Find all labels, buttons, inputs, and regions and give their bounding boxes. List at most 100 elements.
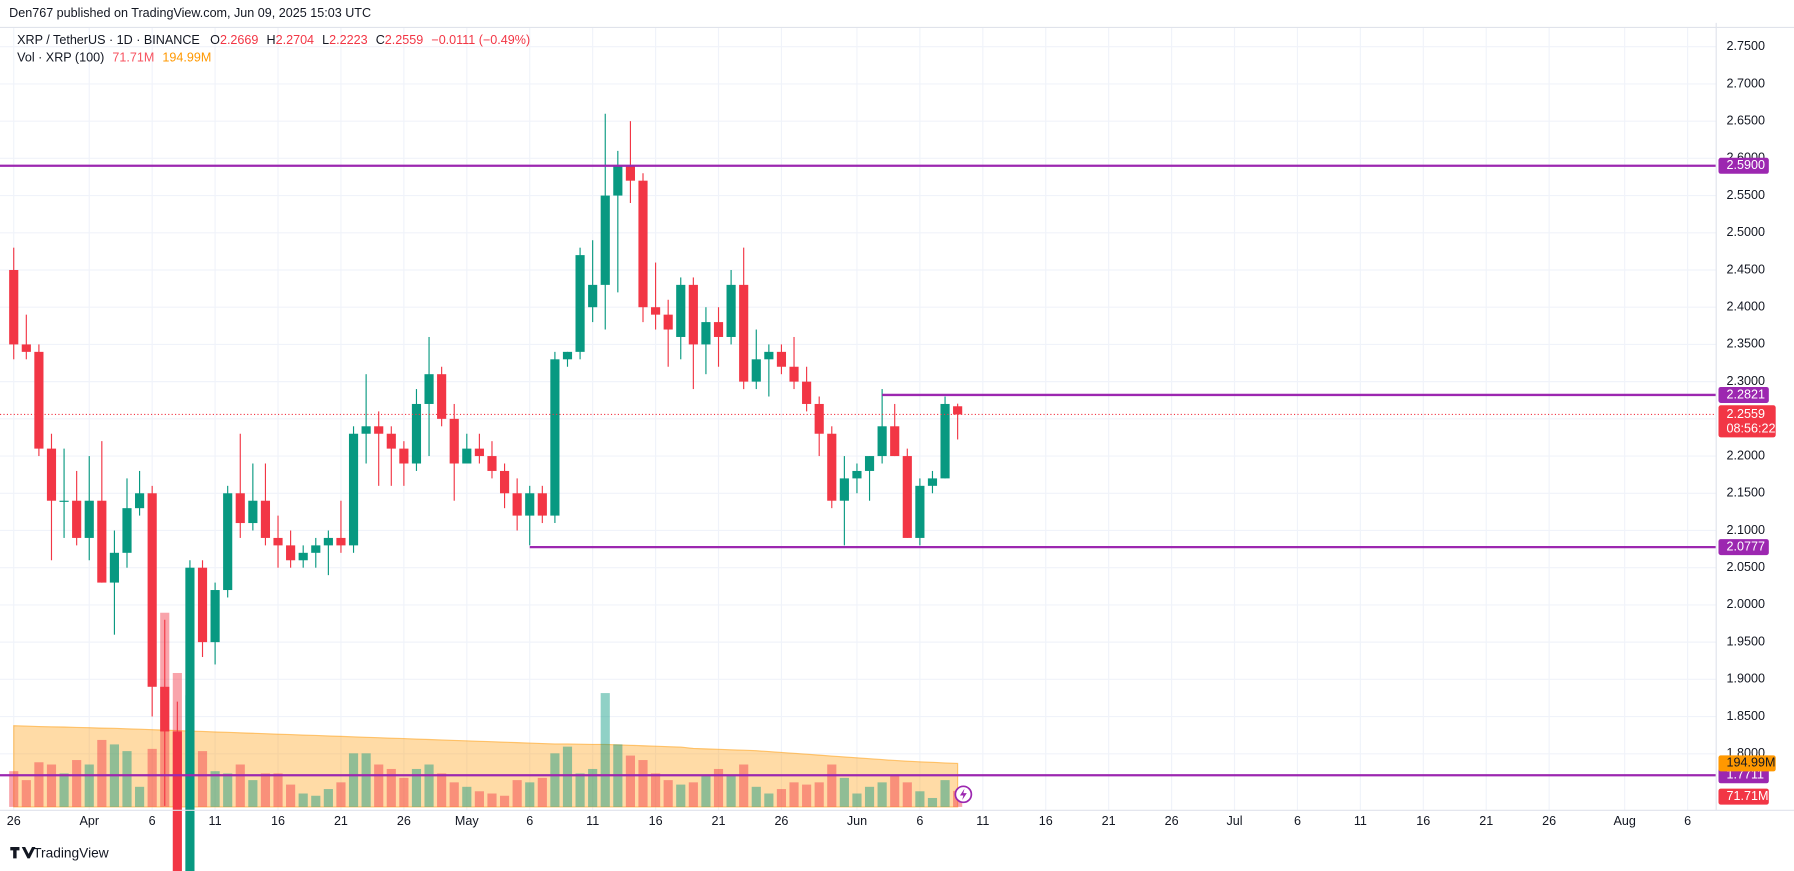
volume-bar [663,780,673,807]
low-label: L [322,34,329,48]
candle-body [210,590,220,643]
volume-bar [701,775,711,807]
candle-body [311,545,321,553]
x-tick-label: Jun [847,814,867,828]
candle-body [386,433,396,449]
y-tick-label: 2.4000 [1726,300,1764,314]
x-tick-label: 21 [1102,814,1116,828]
candle-body [336,537,346,546]
candle-body [160,686,170,732]
x-tick-label: 11 [209,814,222,828]
candle-body [273,537,283,546]
candle-body [852,470,862,479]
volume-bar [197,751,208,807]
candle-body [84,500,94,538]
y-tick-label: 2.5500 [1726,188,1764,202]
volume-bar [852,793,862,807]
low-value: 2.2223 [329,34,367,48]
candle-body [726,284,736,337]
volume-bar [625,755,635,807]
candle-body [638,180,648,308]
candle-body [437,374,447,419]
symbol-title: XRP / TetherUS · 1D · BINANCE [17,34,200,48]
candle-body [474,448,484,457]
volume-bar [323,789,333,807]
x-tick-label: 16 [649,814,663,828]
candle-body [59,500,69,502]
alert-icon [954,785,973,804]
x-tick-label: 6 [916,814,923,828]
volume-bar [638,760,648,807]
volume-bar [72,760,82,807]
candle-body [72,500,82,538]
candle-body [877,426,887,457]
volume-bar [462,786,472,807]
x-tick-label: Aug [1613,814,1635,828]
high-value: 2.2704 [276,34,314,48]
volume-bar [147,748,157,807]
candle-body [537,493,547,516]
volume-bar [588,768,598,807]
volume-bar [399,777,409,807]
volume-bar [135,786,145,807]
volume-bar [474,791,484,807]
candle-body [374,426,384,434]
last-price-tag [1718,405,1776,438]
grid [0,27,1717,811]
volume-bar [21,780,31,807]
level-tag [1718,386,1769,403]
y-tick-label: 2.1500 [1726,486,1764,500]
candle-body [109,552,119,583]
countdown: 08:56:22 [1726,422,1775,436]
volume-bar [575,773,585,807]
candle-body [814,403,824,434]
candle-body [487,456,497,471]
change-value: −0.0111 (−0.49%) [431,34,530,48]
volume-bar [890,775,900,807]
candle-body [97,500,107,583]
volume-bar [940,780,950,807]
candle-body [235,493,245,524]
volume-bar [726,775,736,807]
x-tick-label: 16 [271,814,285,828]
x-tick-label: 21 [712,814,726,828]
candle-body [449,418,459,464]
candle-body [122,508,132,553]
volume-bar [562,746,573,807]
volume-bar [802,784,812,807]
level-tag [1718,157,1769,174]
volume-bar [260,773,271,807]
candle-body [399,448,409,464]
volume-bar [449,782,459,807]
y-tick-label: 2.5000 [1726,225,1764,239]
x-tick-label: May [455,814,479,828]
y-tick-label: 2.0500 [1726,560,1764,574]
y-tick-label: 1.9000 [1726,672,1764,686]
candle-body [751,359,761,382]
volume-bar [550,753,560,807]
volume-bar [676,784,686,807]
volume-bar [651,773,661,807]
candle-body [953,406,963,415]
volume-bar [9,771,19,807]
candle-body [223,493,233,591]
volume-bar [713,768,724,807]
volume-ma-tag [1718,755,1776,772]
volume-bar [487,793,497,807]
volume-legend: Vol · XRP (100) 71.71M 194.99M [17,51,211,65]
brand-logo [10,846,36,859]
volume-bar [839,777,849,807]
volume-bar [776,789,787,807]
volume-bar [789,782,799,807]
x-tick-label: 6 [526,814,533,828]
volume-bar [877,782,887,807]
volume-tag-label: 71.71M [1726,789,1768,803]
x-tick-label: 16 [1416,814,1430,828]
candle-body [651,307,661,315]
x-tick-label: 11 [976,814,989,828]
volume-ma-tag-label: 194.99M [1726,756,1775,770]
levels [0,164,1717,777]
candle-body [940,403,950,479]
y-tick-label: 2.4500 [1726,262,1764,276]
